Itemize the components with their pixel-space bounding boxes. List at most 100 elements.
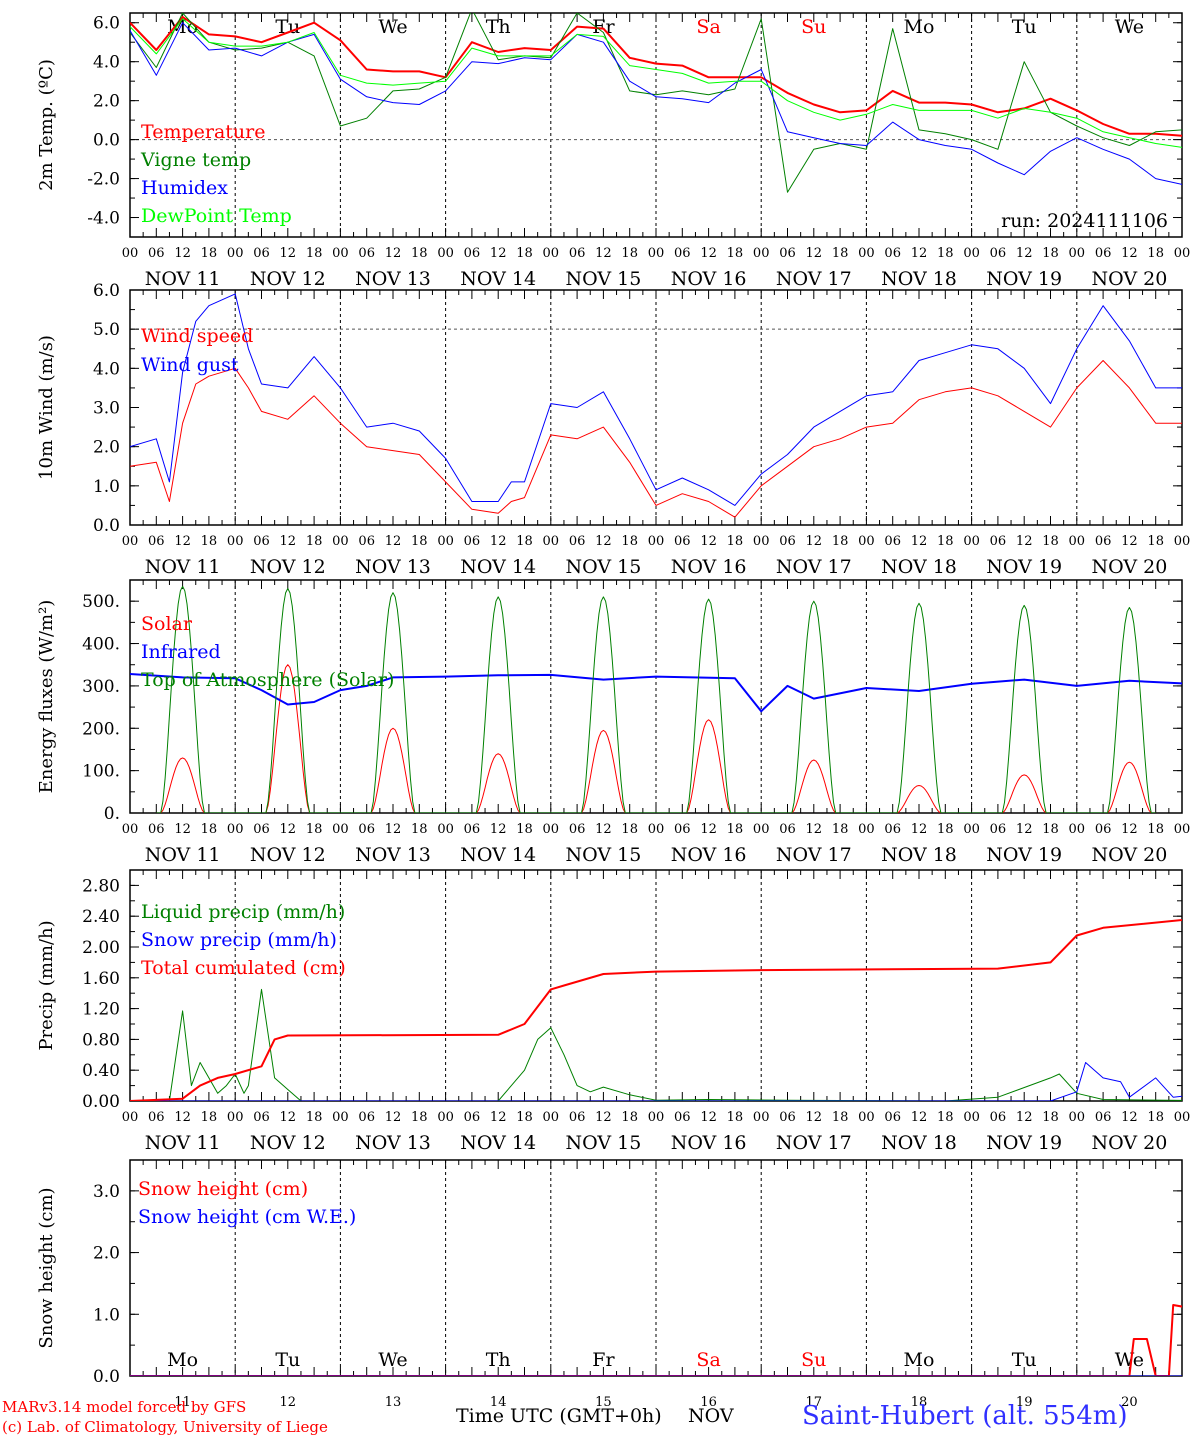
hour-tick-label: 12 bbox=[700, 1110, 717, 1125]
legend-entry: Solar bbox=[141, 613, 193, 635]
hour-tick-label: 12 bbox=[595, 246, 612, 261]
hour-tick-label: 12 bbox=[280, 1110, 297, 1125]
hour-tick-label: 00 bbox=[648, 534, 665, 549]
hour-tick-label: 12 bbox=[385, 1110, 402, 1125]
weekday-label: Th bbox=[486, 16, 511, 38]
hour-tick-label: 18 bbox=[306, 246, 323, 261]
hour-tick-label: 00 bbox=[753, 822, 770, 837]
x-axis: 00 06 12 18 NOV 11 00 06 12 18 NOV 12 00 06 12 18 NOV … bbox=[122, 534, 1191, 578]
legend-entry: Liquid precip (mm/h) bbox=[141, 901, 345, 923]
weekday-label: We bbox=[378, 16, 407, 38]
hour-tick-label: 00 bbox=[1069, 1110, 1086, 1125]
date-label: NOV 16 bbox=[671, 844, 747, 866]
legend-entry: Snow height (cm W.E.) bbox=[138, 1206, 356, 1228]
weekday-label: Fr bbox=[592, 1349, 615, 1371]
weekday-label: Sa bbox=[696, 16, 720, 38]
hour-tick-label: 06 bbox=[674, 1110, 691, 1125]
x-axis: 00 06 12 18 NOV 11 00 06 12 18 NOV 12 00 06 12 18 NOV … bbox=[122, 246, 1191, 290]
series-line-wind-gust bbox=[130, 293, 1182, 506]
hour-tick-label: 00 bbox=[332, 822, 349, 837]
date-label: NOV 19 bbox=[986, 556, 1062, 578]
hour-tick-label: 00 bbox=[122, 246, 139, 261]
hour-tick-label: 12 bbox=[806, 246, 823, 261]
legend-entry: Humidex bbox=[141, 177, 228, 199]
hour-tick-label: 06 bbox=[569, 822, 586, 837]
date-label: NOV 11 bbox=[145, 556, 221, 578]
y-tick-label: 2.0 bbox=[93, 1244, 120, 1264]
hour-tick-label: 06 bbox=[779, 246, 796, 261]
series-group bbox=[130, 293, 1182, 518]
date-label: NOV 18 bbox=[881, 844, 957, 866]
day-number-label: 15 bbox=[595, 1395, 612, 1410]
month-label: NOV bbox=[688, 1405, 734, 1427]
y-axis-label: Snow height (cm) bbox=[36, 1187, 57, 1348]
weekday-label: We bbox=[1115, 1349, 1144, 1371]
hour-tick-label: 12 bbox=[280, 246, 297, 261]
weekday-label: Tu bbox=[1012, 16, 1037, 38]
hour-tick-label: 06 bbox=[1095, 534, 1112, 549]
y-tick-label: 4.0 bbox=[93, 359, 120, 379]
hour-tick-label: 06 bbox=[358, 1110, 375, 1125]
hour-tick-label: 12 bbox=[280, 822, 297, 837]
hour-tick-label: 18 bbox=[1147, 1110, 1164, 1125]
date-label: NOV 12 bbox=[250, 556, 326, 578]
y-tick-label: 1.20 bbox=[82, 1000, 120, 1020]
weekday-label: Fr bbox=[592, 16, 615, 38]
hour-tick-label: 18 bbox=[516, 534, 533, 549]
hour-tick-label: 12 bbox=[490, 822, 507, 837]
y-axis: 0.00 0.40 0.80 1.20 1.60 2.00 2.40 2.80 bbox=[82, 869, 1182, 1112]
hour-tick-label: 12 bbox=[700, 534, 717, 549]
hour-tick-label: 12 bbox=[700, 822, 717, 837]
date-label: NOV 18 bbox=[881, 556, 957, 578]
hour-tick-label: 00 bbox=[858, 822, 875, 837]
legend-entry: Snow height (cm) bbox=[138, 1178, 308, 1200]
hour-tick-label: 00 bbox=[753, 246, 770, 261]
date-label: NOV 11 bbox=[145, 268, 221, 290]
legend-entry: Top of Atmosphere (Solar) bbox=[141, 669, 394, 691]
hour-tick-label: 00 bbox=[332, 246, 349, 261]
hour-tick-label: 00 bbox=[122, 534, 139, 549]
weekday-label: Mo bbox=[904, 1349, 935, 1371]
panel-precip: 0.00 0.40 0.80 1.20 1.60 2.00 2.40 2.80 Precip (… bbox=[36, 869, 1190, 1154]
y-tick-label: 0.00 bbox=[82, 1092, 120, 1112]
legend-entry: Wind speed bbox=[141, 325, 253, 347]
date-label: NOV 17 bbox=[776, 1132, 852, 1154]
hour-tick-label: 18 bbox=[832, 1110, 849, 1125]
hour-tick-label: 00 bbox=[1069, 534, 1086, 549]
hour-tick-label: 18 bbox=[411, 822, 428, 837]
lab-credit: (c) Lab. of Climatology, University of L… bbox=[2, 1418, 328, 1436]
hour-tick-label: 06 bbox=[884, 1110, 901, 1125]
hour-tick-label: 06 bbox=[569, 246, 586, 261]
y-tick-label: 500. bbox=[82, 592, 120, 612]
date-label: NOV 14 bbox=[460, 268, 536, 290]
y-tick-label: 4.0 bbox=[93, 53, 120, 73]
y-tick-label: 0.0 bbox=[93, 516, 120, 536]
run-label: run: 2024111106 bbox=[1001, 210, 1168, 232]
y-axis-label: 2m Temp. (ºC) bbox=[36, 59, 57, 191]
hour-tick-label: 18 bbox=[832, 822, 849, 837]
hour-tick-label: 12 bbox=[806, 822, 823, 837]
hour-tick-label: 06 bbox=[990, 1110, 1007, 1125]
date-label: NOV 13 bbox=[355, 268, 431, 290]
date-label: NOV 15 bbox=[565, 844, 641, 866]
hour-tick-label: 18 bbox=[937, 822, 954, 837]
hour-tick-label: 18 bbox=[727, 822, 744, 837]
date-label: NOV 13 bbox=[355, 556, 431, 578]
hour-tick-label: 00 bbox=[963, 1110, 980, 1125]
hour-tick-label: 00 bbox=[543, 1110, 560, 1125]
hour-tick-label: 18 bbox=[1042, 534, 1059, 549]
hour-tick-label: 06 bbox=[253, 822, 270, 837]
hour-tick-label: 12 bbox=[1016, 534, 1033, 549]
hour-tick-label: 06 bbox=[358, 534, 375, 549]
series-line-humidex bbox=[130, 22, 1182, 185]
weekday-label: Th bbox=[486, 1349, 511, 1371]
y-tick-label: 2.80 bbox=[82, 876, 120, 896]
series-line-vigne-temp bbox=[130, 13, 1182, 193]
series-line-temperature bbox=[130, 15, 1182, 137]
series-line-dewpoint-temp bbox=[130, 18, 1182, 148]
y-tick-label: 2.00 bbox=[82, 938, 120, 958]
y-axis: 0.0 1.0 2.0 3.0 4.0 5.0 6.0 bbox=[93, 281, 1182, 536]
hour-tick-label: 06 bbox=[148, 822, 165, 837]
panel-wind: 0.0 1.0 2.0 3.0 4.0 5.0 6.0 10m Wind (m/s) 00 06 1… bbox=[36, 281, 1191, 578]
hour-tick-label: 00 bbox=[1174, 822, 1191, 837]
